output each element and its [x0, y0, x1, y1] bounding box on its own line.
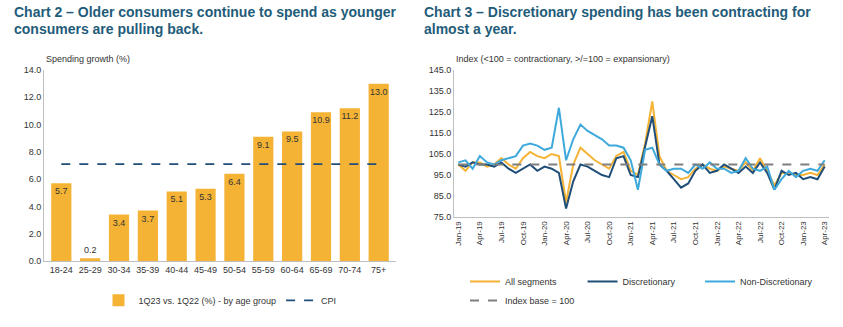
svg-text:35-39: 35-39 — [136, 265, 159, 275]
svg-text:12.0: 12.0 — [24, 92, 42, 102]
svg-text:Apr-22: Apr-22 — [734, 221, 743, 246]
svg-text:0.0: 0.0 — [29, 256, 42, 266]
svg-text:75+: 75+ — [371, 265, 386, 275]
svg-text:14.0: 14.0 — [24, 65, 42, 75]
svg-text:45-49: 45-49 — [194, 265, 217, 275]
svg-text:145.0: 145.0 — [429, 65, 452, 75]
svg-text:30-34: 30-34 — [108, 265, 131, 275]
svg-text:13.0: 13.0 — [370, 87, 388, 97]
svg-text:25-29: 25-29 — [79, 265, 102, 275]
svg-text:Spending growth (%): Spending growth (%) — [46, 54, 130, 64]
svg-text:Apr-20: Apr-20 — [562, 221, 571, 246]
svg-text:All segments: All segments — [505, 277, 557, 287]
svg-text:Non-Discretionary: Non-Discretionary — [740, 277, 813, 287]
svg-text:Discretionary: Discretionary — [623, 277, 676, 287]
svg-text:Apr-21: Apr-21 — [648, 221, 657, 246]
svg-text:Oct-20: Oct-20 — [605, 221, 614, 246]
svg-text:Jul-22: Jul-22 — [756, 221, 765, 243]
html-text:Chart 3 – Discretionary spendi: Chart 3 – Discretionary spending has bee… — [424, 4, 811, 37]
svg-text:55-59: 55-59 — [252, 265, 275, 275]
svg-text:5.1: 5.1 — [170, 194, 183, 204]
svg-text:Jan-19: Jan-19 — [454, 221, 463, 246]
svg-text:Jul-19: Jul-19 — [497, 221, 506, 243]
svg-text:18-24: 18-24 — [50, 265, 73, 275]
svg-text:75.0: 75.0 — [434, 212, 452, 222]
svg-text:Jan-22: Jan-22 — [713, 221, 722, 246]
svg-text:11.2: 11.2 — [341, 111, 358, 121]
svg-text:70-74: 70-74 — [338, 265, 361, 275]
svg-text:115.0: 115.0 — [429, 128, 451, 138]
svg-text:6.0: 6.0 — [29, 174, 42, 184]
svg-text:10.9: 10.9 — [312, 115, 330, 125]
svg-text:5.3: 5.3 — [199, 192, 212, 202]
svg-text:6.4: 6.4 — [228, 177, 241, 187]
svg-text:105.0: 105.0 — [429, 149, 452, 159]
svg-text:10.0: 10.0 — [24, 120, 42, 130]
svg-text:CPI: CPI — [321, 296, 336, 306]
svg-text:Jan-21: Jan-21 — [626, 221, 635, 246]
svg-text:1Q23 vs. 1Q22 (%) - by age gro: 1Q23 vs. 1Q22 (%) - by age group — [139, 296, 277, 306]
svg-text:95.0: 95.0 — [434, 170, 452, 180]
svg-text:Jan-20: Jan-20 — [540, 221, 549, 246]
svg-text:Jul-20: Jul-20 — [583, 221, 592, 243]
svg-text:65-69: 65-69 — [309, 265, 332, 275]
svg-text:40-44: 40-44 — [165, 265, 188, 275]
svg-text:Oct-21: Oct-21 — [691, 221, 700, 246]
svg-text:Apr-19: Apr-19 — [475, 221, 484, 246]
svg-text:0.2: 0.2 — [84, 245, 97, 255]
html-text:Chart 2 – Older consumers cont: Chart 2 – Older consumers continue to sp… — [14, 4, 396, 37]
svg-text:Oct-19: Oct-19 — [519, 221, 528, 246]
svg-text:5.7: 5.7 — [55, 186, 68, 196]
svg-text:3.4: 3.4 — [113, 218, 126, 228]
svg-text:9.1: 9.1 — [257, 140, 270, 150]
svg-text:Index base = 100: Index base = 100 — [505, 296, 574, 306]
svg-text:Apr-23: Apr-23 — [820, 221, 829, 246]
svg-text:Jul-21: Jul-21 — [669, 221, 678, 243]
svg-text:2.0: 2.0 — [29, 229, 42, 239]
svg-text:Index (<100 = contractionary,: Index (<100 = contractionary, >/=100 = e… — [456, 54, 670, 64]
svg-text:Jan-23: Jan-23 — [799, 221, 808, 246]
svg-text:4.0: 4.0 — [29, 202, 42, 212]
svg-text:3.7: 3.7 — [142, 214, 155, 224]
svg-text:125.0: 125.0 — [429, 107, 452, 117]
svg-text:8.0: 8.0 — [29, 147, 42, 157]
svg-text:Oct-22: Oct-22 — [777, 221, 786, 246]
svg-text:60-64: 60-64 — [281, 265, 304, 275]
svg-text:85.0: 85.0 — [434, 191, 452, 201]
svg-text:135.0: 135.0 — [429, 86, 452, 96]
svg-text:50-54: 50-54 — [223, 265, 246, 275]
svg-text:9.5: 9.5 — [286, 134, 299, 144]
